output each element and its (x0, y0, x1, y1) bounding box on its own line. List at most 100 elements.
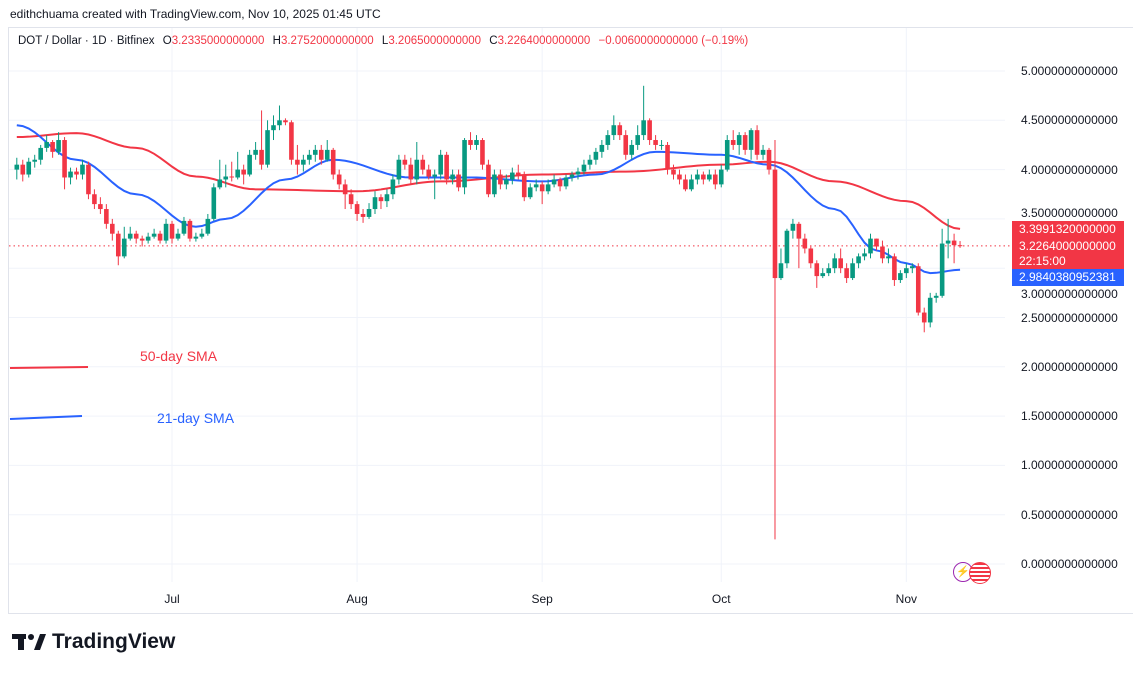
candle-body (945, 240, 951, 244)
candle-body (724, 140, 730, 170)
candle-body (223, 176, 229, 180)
y-tick-label: 3.0000000000000 (1021, 287, 1118, 301)
candle-body (796, 223, 802, 239)
candle-body (271, 125, 276, 131)
sma21-label: 21-day SMA (157, 410, 235, 426)
candle-body (832, 258, 837, 269)
candle-body (175, 233, 181, 239)
candle-body (98, 204, 103, 210)
candle-body (360, 213, 366, 217)
candle-body (665, 144, 670, 170)
candle-body (450, 174, 455, 180)
high-value: 3.2752000000000 (280, 35, 374, 47)
y-tick-label: 1.0000000000000 (1021, 458, 1118, 473)
candle-body (898, 273, 903, 281)
candle-body (14, 164, 20, 170)
candle-body (712, 174, 718, 185)
candle-body (880, 246, 885, 259)
candle-body (366, 209, 372, 217)
y-tick-label: 2.0000000000000 (1021, 359, 1118, 374)
candle-body (850, 263, 855, 279)
candle-body (498, 174, 503, 185)
candle-body (283, 120, 288, 123)
candle-body (127, 233, 133, 239)
candle-body (515, 172, 521, 175)
candle-body (772, 169, 778, 279)
candle-body (402, 159, 408, 165)
sma21-line (16, 124, 961, 275)
candle-body (390, 179, 396, 195)
candle-body (145, 236, 151, 241)
credit-text: edithchuama created with TradingView.com… (10, 7, 381, 21)
candle-body (38, 147, 43, 160)
candle-body (163, 223, 169, 241)
candle-body (396, 159, 402, 180)
sma21-legend-line (9, 415, 83, 420)
candle-body (104, 209, 109, 224)
y-tick-label: 5.0000000000000 (1021, 64, 1118, 78)
candle-body (480, 140, 485, 165)
candle-body (915, 266, 921, 313)
candle-body (444, 154, 449, 180)
candle-body (330, 149, 336, 175)
candle-body (438, 154, 443, 175)
candle-body (683, 179, 688, 190)
candle-body (653, 140, 658, 145)
candle-body (217, 179, 223, 188)
candle-body (575, 171, 581, 175)
candle-body (265, 130, 270, 165)
candle-body (86, 164, 91, 195)
candle-body (957, 245, 963, 247)
open-value: 3.2335000000000 (171, 35, 265, 47)
candle-body (742, 135, 748, 150)
candle-body (533, 184, 539, 188)
candle-body (378, 197, 384, 202)
candle-body (689, 179, 694, 190)
candle-body (295, 159, 300, 165)
sma21-price-tag: 2.9840380952381 (1012, 269, 1124, 286)
candle-body (933, 295, 939, 298)
candle-body (414, 159, 420, 180)
candle-body (569, 174, 575, 178)
candle-body (874, 238, 879, 247)
candle-body (701, 174, 706, 180)
y-tick-label: 4.0000000000000 (1021, 162, 1118, 177)
candle-body (677, 174, 682, 180)
tradingview-logo[interactable]: TradingView (12, 630, 175, 654)
x-tick-label: Jul (164, 592, 180, 606)
candle-body (241, 169, 246, 175)
candle-body (26, 161, 32, 175)
candle-body (641, 120, 646, 136)
candle-body (426, 169, 432, 177)
candle-body (32, 159, 38, 162)
candle-body (181, 220, 187, 234)
ohlc-legend: DOT / Dollar · 1D · Bitfinex O3.23350000… (18, 35, 749, 47)
flag-icons[interactable]: ⚡ (953, 562, 997, 584)
x-tick-label: Aug (346, 592, 368, 606)
candle-body (760, 149, 766, 155)
candle-body (868, 238, 873, 254)
chart-frame[interactable] (8, 27, 1133, 614)
candle-body (92, 194, 97, 205)
candle-body (229, 176, 235, 178)
candle-body (157, 233, 163, 241)
candle-body (551, 179, 557, 185)
candle-body (372, 197, 378, 210)
candle-body (289, 122, 294, 160)
sma50-price-tag: 3.3991320000000 (1012, 221, 1124, 238)
change-value: −0.0060000000000 (−0.19%) (598, 35, 749, 47)
candle-body (695, 174, 700, 180)
y-tick-label: 2.5000000000000 (1021, 310, 1118, 325)
symbol-label: DOT / Dollar · 1D · Bitfinex (18, 35, 155, 47)
candle-body (784, 230, 790, 264)
candle-body (235, 169, 240, 178)
candle-body (44, 141, 49, 148)
candle-body (342, 184, 348, 195)
candle-body (778, 263, 784, 279)
candle-body (259, 149, 264, 165)
candle-body (707, 174, 712, 180)
candle-body (80, 164, 85, 175)
low-value: 3.2065000000000 (388, 35, 482, 47)
